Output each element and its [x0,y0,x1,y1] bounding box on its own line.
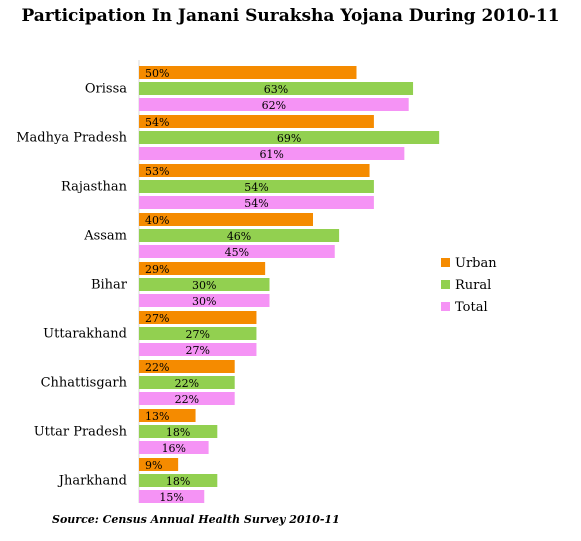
legend-swatch-rural [441,280,450,289]
data-label: 61% [259,148,283,161]
data-label: 22% [175,377,199,390]
bar-urban [139,115,374,128]
legend-swatch-urban [441,258,450,267]
bar-total [139,147,405,160]
bar-rural [139,474,218,487]
data-label: 22% [145,361,169,374]
data-label: 27% [185,344,209,357]
data-label: 18% [166,475,190,488]
legend-label-rural: Rural [455,278,491,293]
category-label: Orissa [85,82,127,97]
bar-rural [139,376,235,389]
bar-rural [139,278,270,291]
bar-urban [139,360,235,373]
bar-total [139,392,235,405]
data-label: 40% [145,214,169,227]
data-label: 27% [145,312,169,325]
data-label: 9% [145,459,162,472]
data-label: 69% [277,132,301,145]
bar-rural [139,229,340,242]
category-label: Bihar [91,278,128,293]
category-label: Assam [83,229,127,244]
bar-urban [139,164,370,177]
bar-urban [139,311,257,324]
data-label: 50% [145,67,169,80]
data-label: 18% [166,426,190,439]
data-label: 13% [145,410,169,423]
bar-rural [139,425,218,438]
bar-urban [139,458,179,471]
category-label: Uttar Pradesh [34,425,128,440]
data-label: 30% [192,279,216,292]
category-label: Uttarakhand [43,327,127,342]
data-label: 54% [145,116,169,129]
data-label: 15% [159,491,183,504]
bar-urban [139,66,357,79]
bar-total [139,490,205,503]
category-label: Rajasthan [61,180,128,195]
data-label: 63% [264,83,288,96]
data-label: 62% [262,99,286,112]
legend-swatch-total [441,302,450,311]
category-label: Jharkhand [57,474,127,489]
data-label: 22% [175,393,199,406]
chart-source: Source: Census Annual Health Survey 2010… [52,513,340,526]
bar-total [139,441,209,454]
data-label: 45% [225,246,249,259]
category-label: Chhattisgarh [41,376,128,391]
data-label: 46% [227,230,251,243]
data-label: 16% [162,442,186,455]
bar-urban [139,409,196,422]
bar-rural [139,131,440,144]
bar-rural [139,327,257,340]
data-label: 54% [244,197,268,210]
bar-total [139,245,335,258]
bar-total [139,343,257,356]
legend-label-total: Total [455,300,488,315]
bar-total [139,294,270,307]
data-label: 54% [244,181,268,194]
bar-rural [139,180,374,193]
data-label: 27% [185,328,209,341]
chart-title: Participation In Janani Suraksha Yojana … [21,6,560,26]
bar-urban [139,262,266,275]
data-label: 29% [145,263,169,276]
legend-label-urban: Urban [455,256,497,271]
bar-total [139,196,374,209]
bar-urban [139,213,313,226]
bar-total [139,98,409,111]
category-label: Madhya Pradesh [16,131,127,146]
bar-rural [139,82,414,95]
data-label: 53% [145,165,169,178]
data-label: 30% [192,295,216,308]
